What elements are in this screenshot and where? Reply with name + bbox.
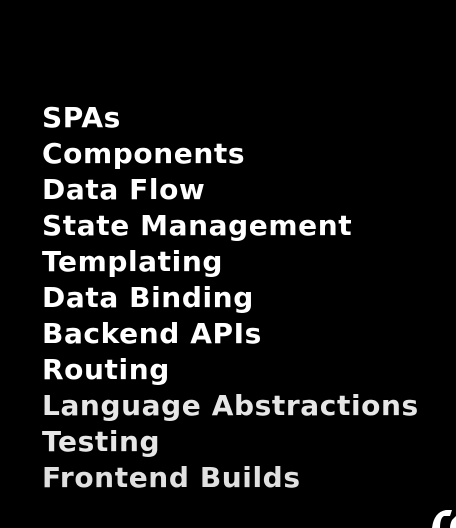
topic-item-spas: SPAs bbox=[42, 101, 121, 134]
topic-item-templating: Templating bbox=[42, 245, 224, 278]
topic-item-frontend-builds: Frontend Builds bbox=[42, 461, 301, 494]
corner-logo-fragment bbox=[412, 502, 456, 528]
topic-item-components: Components bbox=[42, 137, 246, 170]
topic-item-backend-apis: Backend APIs bbox=[42, 317, 262, 350]
topic-item-data-flow: Data Flow bbox=[42, 173, 206, 206]
topic-item-routing: Routing bbox=[42, 353, 170, 386]
topic-item-data-binding: Data Binding bbox=[42, 281, 254, 314]
logo-fragment-icon bbox=[432, 510, 456, 528]
topic-item-language-abstractions: Language Abstractions bbox=[42, 389, 419, 422]
topic-list: SPAs Components Data Flow State Manageme… bbox=[42, 100, 419, 496]
topic-item-state-management: State Management bbox=[42, 209, 353, 242]
topic-item-testing: Testing bbox=[42, 425, 161, 458]
